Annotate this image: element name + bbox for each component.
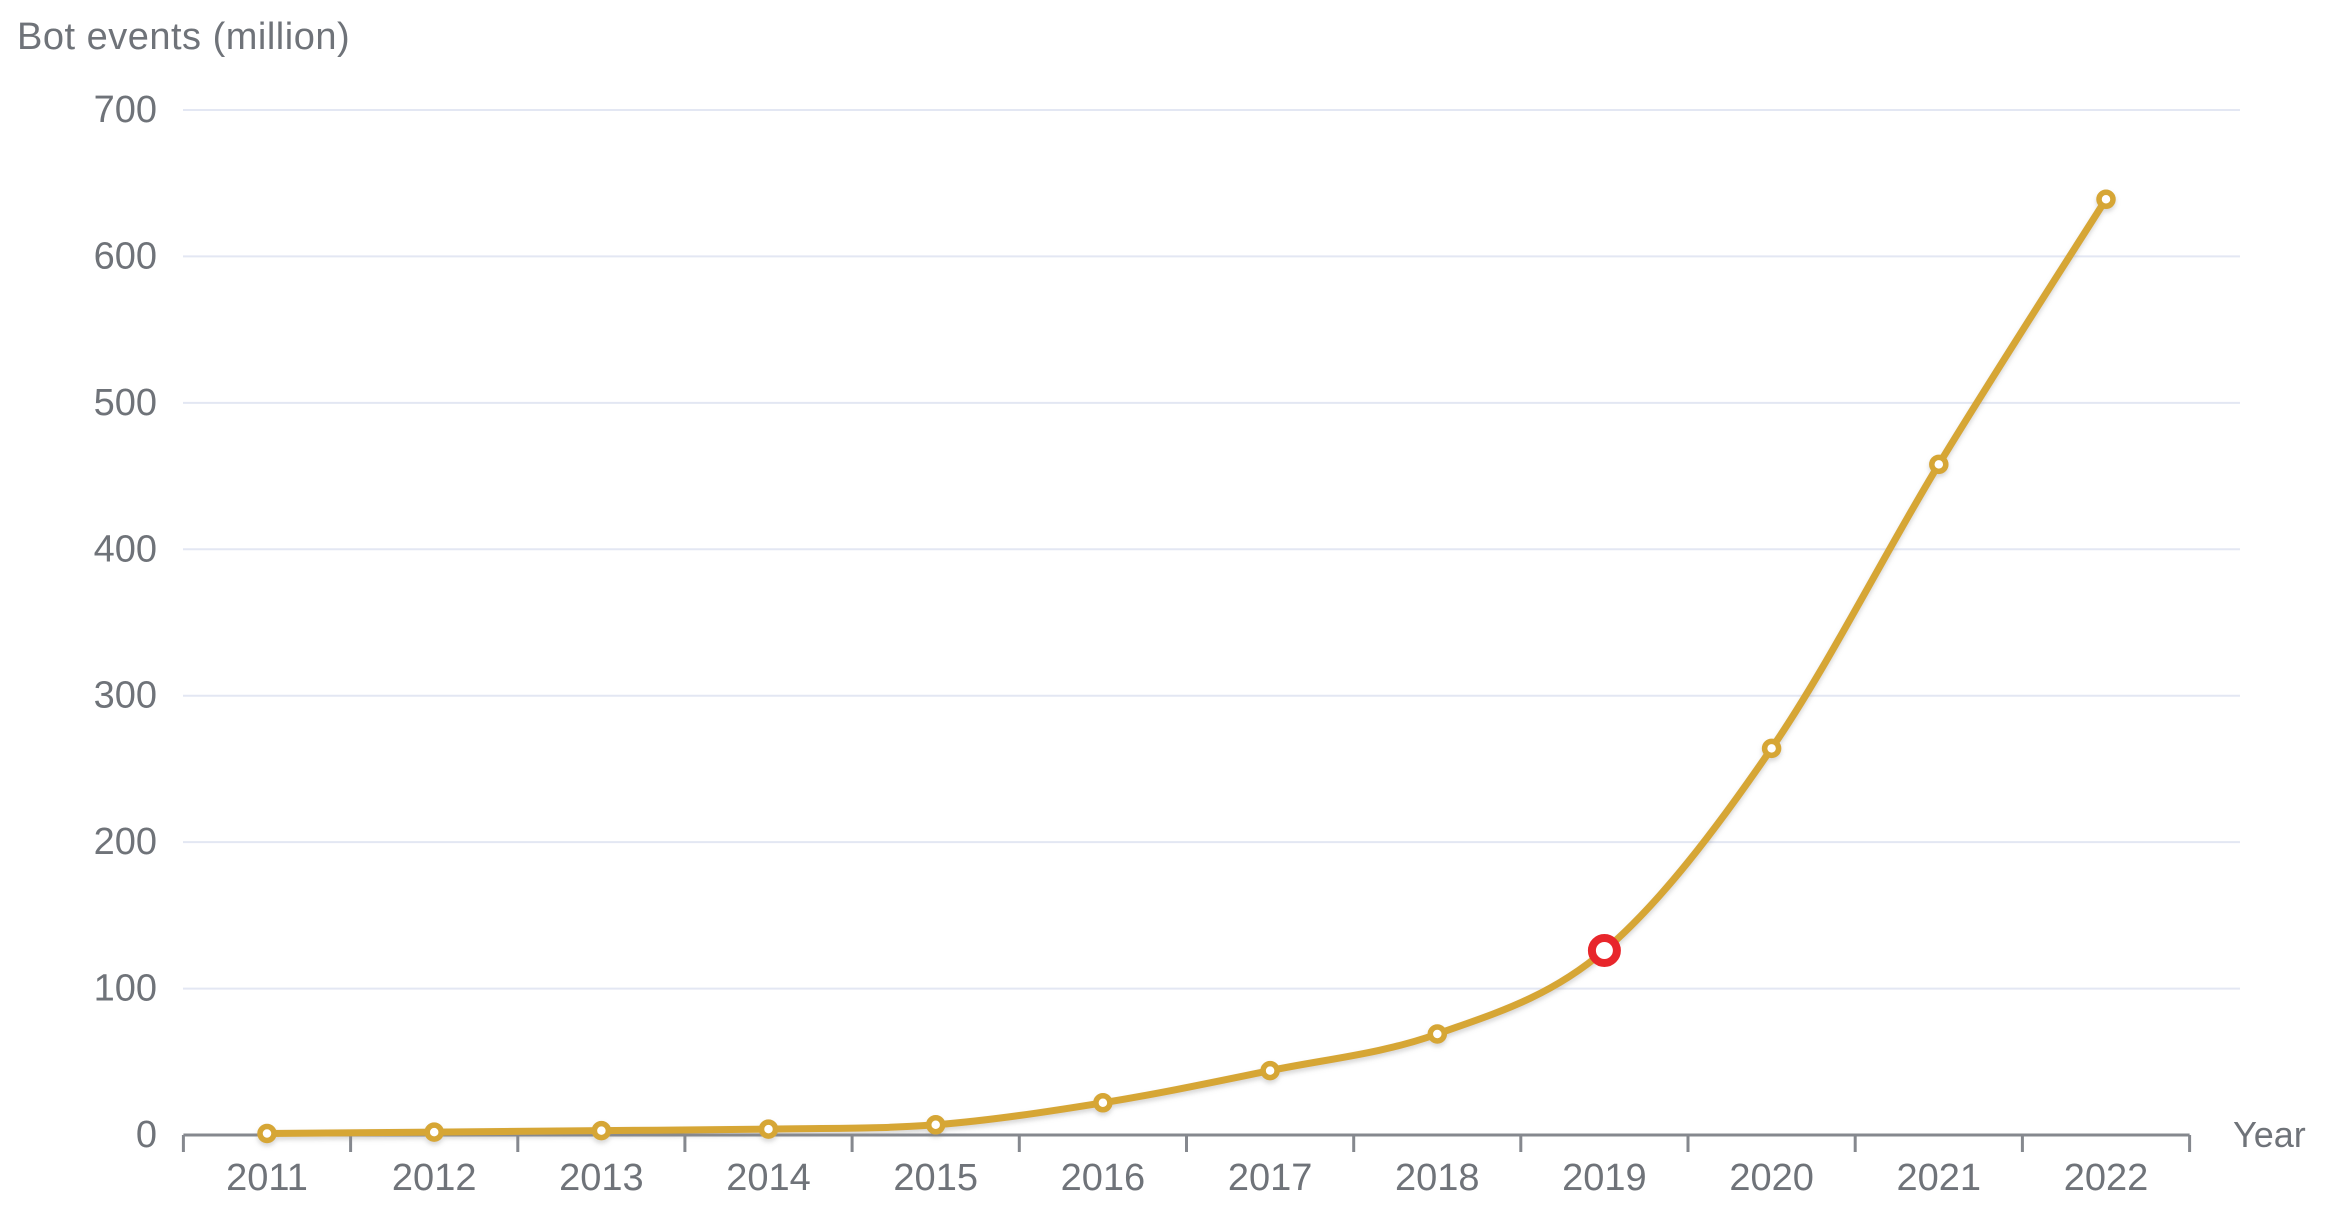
y-axis-tick-label: 400 <box>94 528 157 570</box>
x-axis-tick-label: 2020 <box>1729 1157 1814 1199</box>
x-axis-tick-label: 2011 <box>226 1157 308 1199</box>
bot-events-series <box>257 189 2116 1144</box>
x-axis-tick-label: 2017 <box>1228 1157 1313 1199</box>
y-axis-tick-label: 200 <box>94 821 157 863</box>
highlight-ring-2019 <box>1587 934 1621 967</box>
data-point-2018 <box>1427 1024 1448 1044</box>
data-point-2011 <box>257 1123 277 1144</box>
data-point-2015 <box>925 1115 946 1135</box>
x-axis-title: Year <box>2233 1114 2306 1155</box>
y-axis-tick-labels: 0 100 200 300 400 500 600 700 <box>94 89 157 1156</box>
data-point-2020 <box>1761 738 1782 759</box>
y-gridlines <box>183 109 2240 990</box>
data-point-2012 <box>424 1122 444 1142</box>
x-axis-tick-labels: 2011 2012 2013 2014 2015 2016 2017 2018 2019 2020… <box>226 1157 2148 1199</box>
data-point-2014 <box>758 1119 779 1139</box>
x-axis-tick-label: 2012 <box>392 1157 477 1199</box>
y-axis-tick-label: 0 <box>136 1114 157 1156</box>
y-axis-tick-label: 600 <box>94 235 157 277</box>
y-axis-tick-label: 300 <box>94 675 157 717</box>
y-axis-tick-label: 500 <box>94 382 157 424</box>
x-axis-tick-label: 2018 <box>1395 1157 1480 1199</box>
data-point-2016 <box>1093 1093 1113 1113</box>
data-point-2021 <box>1929 454 1949 475</box>
x-axis-tick-label: 2021 <box>1897 1157 1982 1199</box>
bot-events-line <box>263 195 2110 1137</box>
x-axis-tick-label: 2016 <box>1061 1157 1146 1199</box>
x-axis-tick-label: 2019 <box>1562 1157 1647 1199</box>
x-axis-tick-label: 2014 <box>726 1157 811 1199</box>
x-axis-tick-label: 2015 <box>893 1157 978 1199</box>
chart-title: Bot events (million) <box>17 16 351 58</box>
x-axis-tick-label: 2022 <box>2064 1157 2149 1199</box>
x-axis <box>181 1133 2192 1152</box>
data-point-2017 <box>1260 1060 1280 1081</box>
y-axis-tick-label: 100 <box>94 968 157 1010</box>
y-axis-tick-label: 700 <box>94 89 157 131</box>
data-point-2022 <box>2096 189 2116 210</box>
x-axis-tick-label: 2013 <box>559 1157 644 1199</box>
data-point-2013 <box>591 1120 612 1141</box>
